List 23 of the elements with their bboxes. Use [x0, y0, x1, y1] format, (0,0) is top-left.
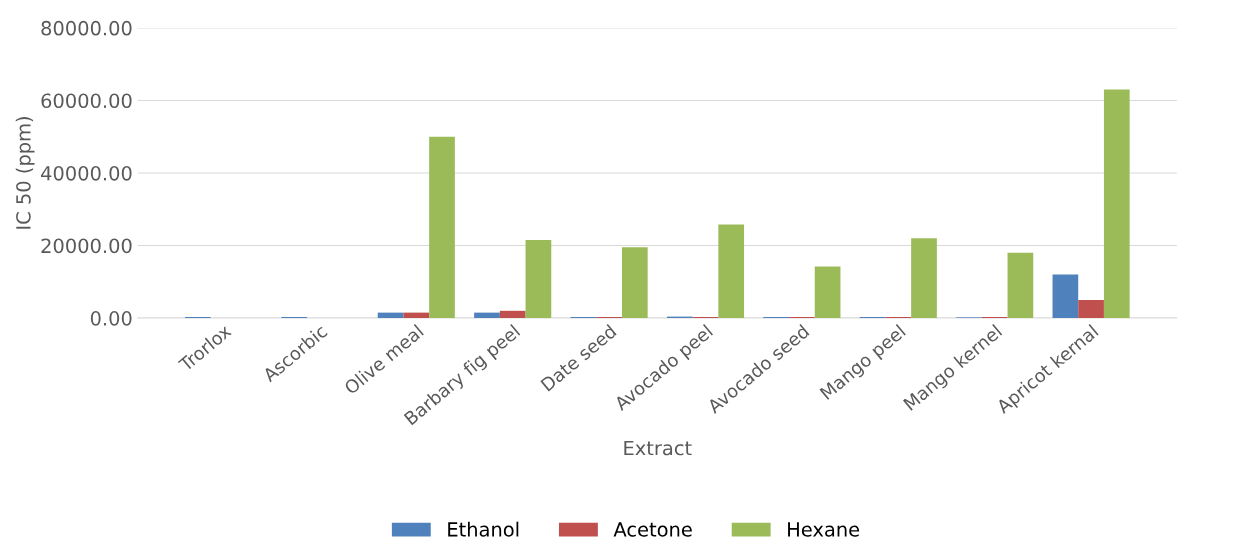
bar [1103, 89, 1130, 319]
legend-label: Hexane [788, 522, 860, 537]
bar [1052, 274, 1079, 319]
bar [814, 266, 841, 319]
bar [718, 224, 745, 319]
legend-label: Ethanol [448, 521, 519, 537]
bar [403, 312, 430, 319]
bar [499, 310, 526, 319]
legend-label: Acetone [613, 522, 692, 537]
y-tick-label: 20000.00 [41, 238, 132, 254]
bar [911, 238, 937, 319]
bar [621, 247, 648, 319]
bar [525, 240, 552, 319]
x-axis-title: Extract [624, 440, 692, 456]
bar [1078, 299, 1104, 319]
bar [1007, 252, 1034, 319]
y-axis-title: IC 50 (ppm) [15, 117, 35, 229]
bar [474, 312, 500, 319]
y-tick-label: 80000.00 [41, 20, 132, 36]
y-tick-label: 40000.00 [41, 165, 132, 181]
bar [429, 136, 455, 319]
y-tick-label: 0.00 [90, 311, 132, 326]
y-tick-label: 60000.00 [41, 93, 132, 109]
